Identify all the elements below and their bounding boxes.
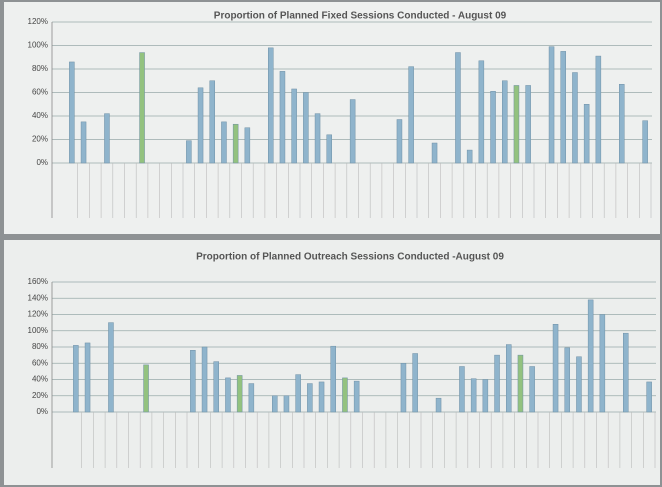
bar (513, 85, 520, 164)
bar (572, 72, 578, 164)
bar (490, 91, 496, 164)
bar (583, 104, 590, 164)
bar (408, 66, 414, 164)
bar (564, 347, 570, 413)
bar (221, 121, 227, 164)
bar (548, 46, 555, 164)
bar (435, 397, 442, 413)
bar (213, 361, 219, 413)
bar (576, 356, 582, 413)
bar (190, 350, 196, 413)
bar (326, 134, 332, 164)
bar (482, 379, 489, 413)
bar (502, 80, 508, 164)
bar (459, 366, 465, 413)
bar (470, 378, 477, 413)
y-tick-label: 0% (36, 407, 48, 416)
bar (291, 88, 297, 164)
y-tick-label: 40% (32, 375, 48, 384)
bar (225, 377, 231, 413)
bar (478, 60, 485, 164)
bar (244, 127, 251, 164)
y-tick-label: 80% (32, 64, 48, 73)
bar (236, 375, 243, 413)
bar (80, 121, 87, 164)
bar (73, 345, 79, 413)
bar (139, 52, 145, 164)
bar (279, 71, 286, 164)
bar (529, 366, 535, 413)
bar (318, 381, 325, 413)
bar (307, 383, 313, 413)
y-tick-label: 40% (32, 111, 48, 120)
bar (283, 395, 290, 413)
bar (587, 299, 594, 413)
bar (494, 354, 500, 413)
bar (642, 120, 648, 164)
bar (330, 345, 336, 413)
y-tick-label: 80% (32, 342, 48, 351)
bar (619, 84, 625, 164)
bar (552, 324, 559, 413)
y-tick-label: 100% (28, 326, 48, 335)
bar (560, 51, 566, 164)
y-tick-label: 120% (28, 17, 48, 26)
y-tick-label: 100% (28, 41, 48, 50)
bar (303, 92, 309, 164)
bar (412, 353, 418, 413)
bar (197, 87, 204, 164)
y-tick-label: 20% (32, 391, 48, 400)
bar (396, 119, 403, 164)
bar (108, 322, 114, 413)
bar (599, 314, 606, 413)
bar (525, 85, 531, 164)
bar (431, 142, 438, 164)
bar (400, 363, 407, 413)
y-tick-label: 160% (28, 277, 48, 286)
chart-title: Proportion of Planned Outreach Sessions … (196, 252, 504, 263)
bar (349, 99, 356, 164)
chart-title: Proportion of Planned Fixed Sessions Con… (214, 11, 507, 22)
bar (455, 52, 461, 164)
bar (104, 113, 110, 164)
y-tick-label: 20% (32, 135, 48, 144)
bar (201, 346, 208, 413)
bar (186, 140, 192, 164)
bar (295, 374, 301, 413)
bar (517, 354, 524, 413)
y-tick-label: 60% (32, 88, 48, 97)
y-tick-label: 140% (28, 293, 48, 302)
bar (248, 383, 255, 413)
bar (232, 123, 239, 164)
bar (342, 377, 348, 413)
bar (209, 80, 215, 164)
bar (623, 332, 629, 413)
y-tick-label: 60% (32, 358, 48, 367)
y-tick-label: 0% (36, 158, 48, 167)
y-tick-label: 120% (28, 310, 48, 319)
bar (466, 149, 473, 164)
bar (69, 61, 75, 164)
bar (506, 344, 512, 413)
bar (314, 113, 321, 164)
bar (272, 395, 278, 413)
bar (595, 55, 602, 164)
bar (268, 47, 274, 164)
bar (646, 381, 652, 413)
bar (143, 364, 149, 413)
bar (84, 342, 91, 413)
bar (353, 380, 360, 413)
